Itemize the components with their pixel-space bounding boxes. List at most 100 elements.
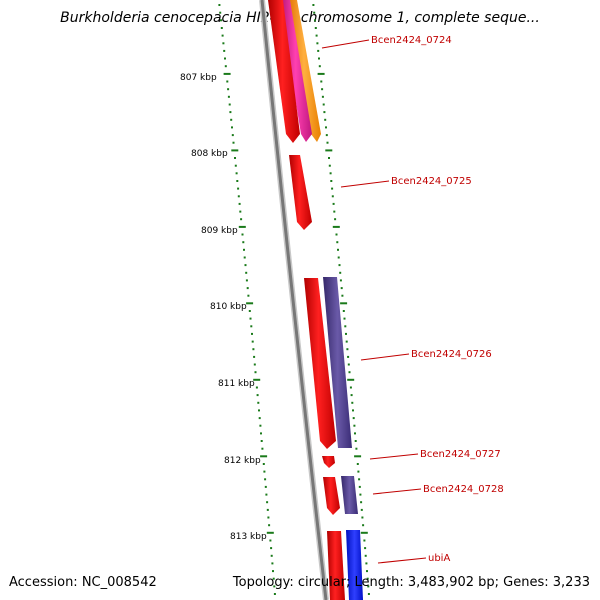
minor-tick: [227, 88, 230, 91]
major-tick: [246, 302, 254, 305]
major-tick: [360, 531, 368, 534]
minor-tick: [267, 516, 270, 519]
minor-tick: [229, 111, 232, 114]
minor-tick: [247, 294, 250, 297]
minor-tick: [366, 570, 368, 573]
gene-bcen2424-0728-reverse[interactable]: [341, 476, 358, 514]
gene-label-bcen2424-0727[interactable]: Bcen2424_0727: [420, 449, 501, 460]
kbp-label-813: 813 kbp: [230, 532, 267, 542]
minor-tick: [268, 524, 271, 527]
major-tick: [347, 378, 355, 381]
leader-line-0728: [372, 488, 422, 495]
major-tick: [266, 531, 274, 534]
minor-tick: [239, 210, 242, 213]
gene-bcen2424-0724[interactable]: [268, 0, 300, 143]
gene-label-bcen2424-0726[interactable]: Bcen2424_0726: [411, 349, 492, 360]
minor-tick: [249, 317, 252, 320]
gene-bcen2424-0726-forward[interactable]: [304, 278, 336, 449]
minor-tick: [222, 42, 225, 45]
leader-line-0727: [369, 453, 419, 460]
gene-label-bcen2424-0724[interactable]: Bcen2424_0724: [371, 35, 452, 46]
minor-tick: [332, 202, 335, 205]
minor-tick: [227, 95, 230, 98]
kbp-label-807: 807 kbp: [180, 73, 217, 83]
minor-tick: [335, 233, 338, 236]
minor-tick: [339, 279, 342, 282]
major-tick: [260, 455, 268, 458]
major-tick: [317, 72, 325, 75]
minor-tick: [261, 447, 264, 450]
major-tick: [231, 149, 239, 152]
minor-tick: [235, 172, 238, 175]
minor-tick: [253, 355, 256, 358]
minor-tick: [237, 195, 240, 198]
gene-bcen2424-0726-reverse[interactable]: [323, 277, 352, 448]
minor-tick: [258, 409, 260, 412]
minor-tick: [251, 332, 253, 335]
minor-tick: [345, 332, 347, 335]
minor-tick: [320, 80, 323, 83]
minor-tick: [315, 34, 318, 37]
minor-tick: [337, 248, 339, 251]
minor-tick: [316, 42, 319, 45]
minor-tick: [258, 417, 261, 420]
minor-tick: [262, 463, 265, 465]
minor-tick: [230, 118, 233, 121]
minor-tick: [352, 417, 355, 420]
minor-tick: [336, 241, 339, 244]
minor-tick: [234, 164, 237, 167]
minor-tick: [238, 202, 241, 205]
gene-label-ubia[interactable]: ubiA: [428, 553, 450, 564]
gene-label-bcen2424-0728[interactable]: Bcen2424_0728: [423, 484, 504, 495]
minor-tick: [325, 134, 328, 137]
minor-tick: [338, 264, 341, 267]
minor-tick: [330, 180, 333, 182]
minor-tick: [223, 49, 226, 52]
minor-tick: [272, 570, 274, 573]
leader-line-ubia: [377, 557, 427, 564]
minor-tick: [325, 126, 327, 129]
minor-tick: [251, 340, 254, 343]
leader-line-0726: [360, 353, 410, 361]
minor-tick: [257, 401, 260, 404]
minor-tick: [248, 310, 251, 312]
minor-tick: [317, 49, 320, 52]
gene-bcen2424-0725[interactable]: [289, 155, 312, 230]
minor-tick: [362, 524, 365, 527]
minor-tick: [221, 34, 224, 37]
gene-bcen2424-0727[interactable]: [322, 456, 335, 468]
minor-tick: [321, 95, 324, 98]
minor-tick: [236, 180, 239, 182]
minor-tick: [364, 554, 367, 557]
minor-tick: [361, 516, 364, 519]
minor-tick: [360, 508, 363, 511]
minor-tick: [352, 409, 354, 412]
minor-tick: [353, 424, 356, 427]
minor-tick: [226, 80, 229, 83]
minor-tick: [318, 65, 321, 68]
minor-tick: [340, 287, 343, 290]
major-tick: [325, 149, 333, 152]
minor-tick: [363, 539, 366, 542]
minor-tick: [245, 271, 248, 274]
minor-tick: [324, 118, 327, 121]
gene-label-bcen2424-0725[interactable]: Bcen2424_0725: [391, 176, 472, 187]
gene-ubia-reverse[interactable]: [346, 530, 363, 600]
minor-tick: [244, 264, 247, 267]
minor-tick: [347, 363, 350, 366]
minor-tick: [266, 501, 269, 504]
chromosome-backbone-core: [260, 0, 328, 600]
gene-bcen2424-0728-forward[interactable]: [323, 477, 340, 515]
minor-tick: [313, 11, 316, 14]
minor-tick: [243, 256, 246, 259]
gene-ubia-forward[interactable]: [327, 531, 345, 600]
minor-tick: [367, 593, 370, 595]
minor-tick: [344, 325, 347, 328]
minor-tick: [270, 547, 273, 550]
minor-tick: [246, 287, 249, 290]
minor-tick: [273, 585, 276, 588]
kbp-label-808: 808 kbp: [191, 149, 228, 159]
minor-tick: [342, 310, 345, 312]
minor-tick: [253, 363, 256, 366]
